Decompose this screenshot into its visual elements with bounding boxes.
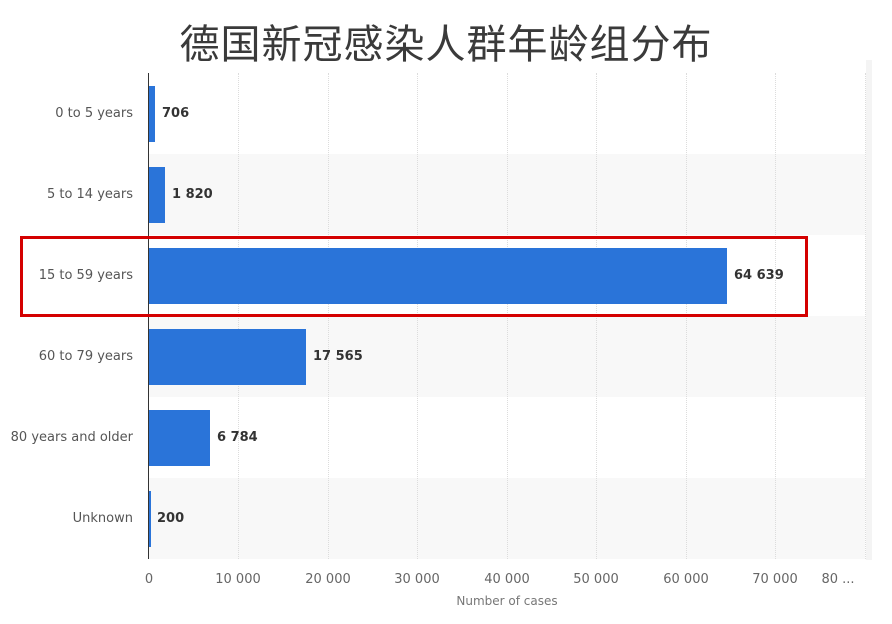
bar-60-to-79[interactable] — [149, 329, 306, 385]
category-label: 80 years and older — [10, 430, 133, 445]
x-tick-label: 50 000 — [573, 572, 619, 587]
chart-title: 德国新冠感染人群年龄组分布 — [179, 22, 713, 68]
x-tick-label: 10 000 — [215, 572, 261, 587]
bar-5-to-14[interactable] — [149, 167, 165, 223]
value-label: 200 — [157, 511, 185, 526]
x-tick-label: 60 000 — [663, 572, 709, 587]
value-label: 64 639 — [734, 268, 784, 283]
category-label: 15 to 59 years — [38, 268, 133, 283]
value-label: 706 — [162, 106, 190, 121]
value-label: 6 784 — [217, 430, 258, 445]
bar-unknown[interactable] — [149, 491, 151, 547]
x-tick-label: 40 000 — [484, 572, 530, 587]
gridline — [865, 73, 866, 559]
bar-15-to-59[interactable] — [149, 248, 727, 304]
x-axis-title: Number of cases — [456, 594, 558, 608]
value-label: 17 565 — [313, 349, 363, 364]
bar-0-to-5[interactable] — [149, 86, 155, 142]
category-label: 60 to 79 years — [38, 349, 133, 364]
highlight-box — [20, 236, 808, 317]
value-label: 1 820 — [172, 187, 213, 202]
x-tick-label: 0 — [144, 572, 154, 587]
x-tick-label: 70 000 — [752, 572, 798, 587]
x-tick-label: 20 000 — [305, 572, 351, 587]
bar-80-plus[interactable] — [149, 410, 210, 466]
x-tick-label: 80 ... — [821, 572, 855, 587]
category-label: Unknown — [72, 511, 133, 526]
category-label: 0 to 5 years — [55, 106, 133, 121]
category-label: 5 to 14 years — [46, 187, 133, 202]
right-edge-shade — [866, 60, 872, 560]
x-tick-label: 30 000 — [394, 572, 440, 587]
